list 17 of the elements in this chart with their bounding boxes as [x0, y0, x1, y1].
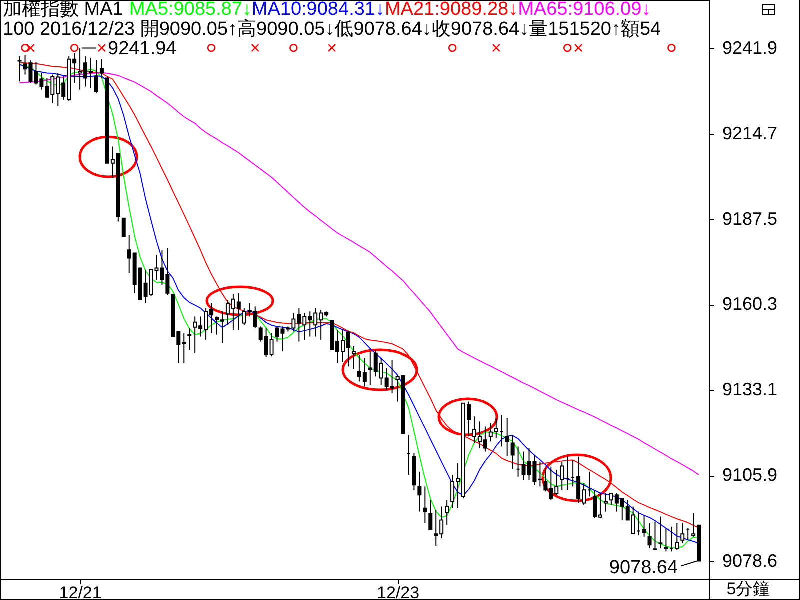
y-tick-label: 9160.3 — [722, 294, 778, 314]
text: MA65:9106.09↓ — [518, 0, 652, 20]
text: MA21:9089.28↓ — [384, 0, 518, 20]
y-tick-label: 9241.9 — [722, 38, 778, 58]
y-tick-label: 9105.9 — [722, 465, 778, 486]
text: 100 2016/12/23 開9090.05↑高9090.05↓低9078.64↓收9078.64↓量151520↑額54 — [3, 19, 662, 40]
y-tick-label: 9133.1 — [722, 380, 778, 400]
y-tick-label: 9214.7 — [722, 123, 778, 144]
x-tick-label: 12/21 — [59, 584, 102, 600]
y-tick-label: 9078.6 — [722, 550, 778, 571]
annotation: 9078.64 — [609, 557, 678, 578]
annotation: 9241.94 — [108, 38, 178, 60]
x-axis-title: 5分鐘 — [726, 580, 770, 598]
text: MA10:9084.31↓ — [252, 0, 385, 20]
y-tick-label: 9187.5 — [722, 208, 778, 229]
text: MA5:9085.87↓ — [129, 0, 252, 20]
x-tick-label: 12/23 — [377, 584, 420, 600]
